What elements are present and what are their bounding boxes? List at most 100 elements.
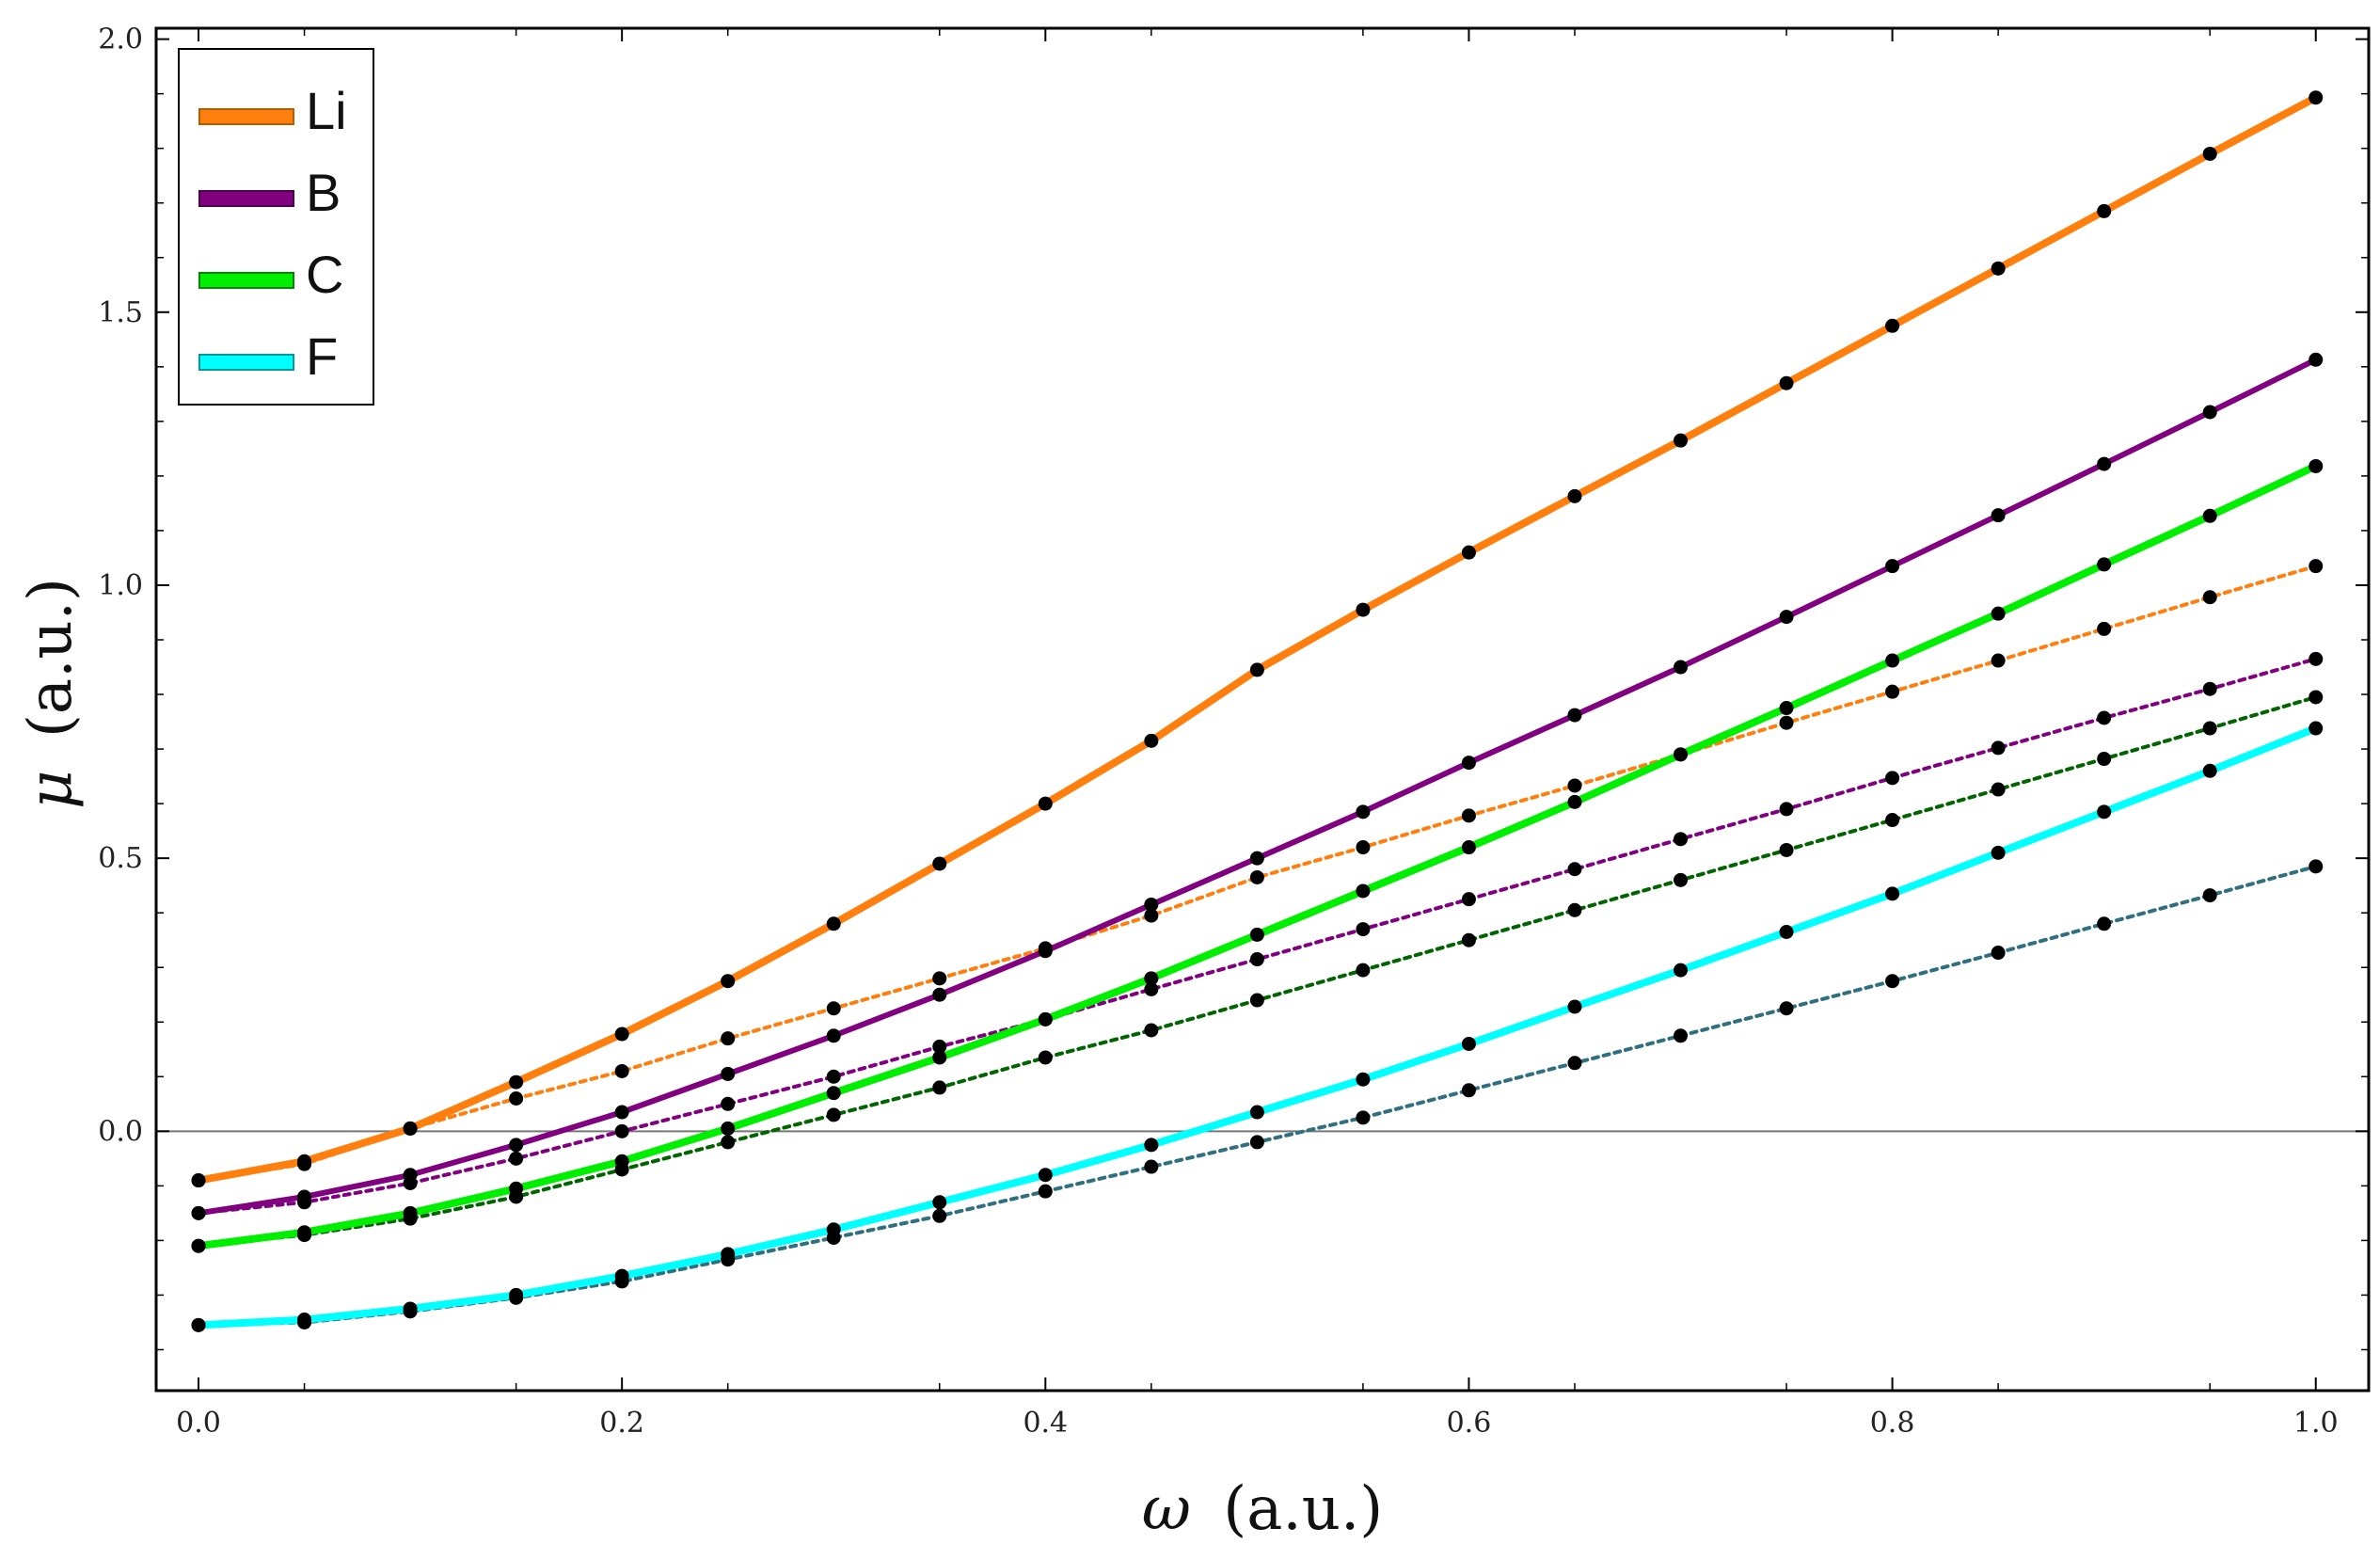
data-point (932, 1039, 947, 1054)
data-point (1885, 318, 1900, 333)
x-tick-label: 0.6 (1447, 1407, 1492, 1440)
data-point (509, 1290, 524, 1305)
data-point (2097, 752, 2112, 767)
y-axis-symbol: μ (16, 770, 86, 809)
data-point (932, 856, 947, 871)
data-point (1249, 851, 1264, 866)
data-point (2309, 651, 2324, 666)
data-point (1567, 1056, 1582, 1071)
data-point (1885, 886, 1900, 901)
x-tick-label: 0.2 (599, 1407, 644, 1440)
data-point (1779, 802, 1794, 817)
data-point (2309, 90, 2324, 105)
data-point (2309, 559, 2324, 574)
data-point (1144, 1138, 1159, 1153)
data-point (1991, 508, 2006, 523)
data-point (1885, 653, 1900, 668)
data-point (1249, 1135, 1264, 1150)
legend-swatch-f (198, 354, 294, 371)
data-point (1356, 804, 1371, 820)
legend: Li B C F (178, 48, 374, 406)
legend-swatch-c (198, 272, 294, 289)
data-point (721, 1096, 736, 1111)
data-point (1779, 715, 1794, 730)
data-point (1461, 1083, 1476, 1098)
data-point (826, 1086, 841, 1101)
data-point (1674, 832, 1689, 847)
data-point (403, 1175, 418, 1190)
data-point (1885, 684, 1900, 699)
data-point (1991, 782, 2006, 797)
x-axis-symbol: ω (1142, 1474, 1191, 1544)
data-point (2097, 916, 2112, 931)
data-point (2202, 721, 2217, 736)
x-tick-label: 0.0 (176, 1407, 221, 1440)
data-point (1144, 908, 1159, 923)
data-point (1356, 1110, 1371, 1125)
legend-item-b: B (198, 163, 341, 222)
data-point (826, 1230, 841, 1245)
data-point (721, 1066, 736, 1081)
data-point (403, 1211, 418, 1226)
x-axis-unit: (a.u.) (1223, 1474, 1383, 1544)
data-point (509, 1151, 524, 1166)
data-point (1356, 922, 1371, 937)
y-tick-label: 1.0 (98, 569, 143, 602)
data-point (2309, 859, 2324, 874)
data-point (1144, 1023, 1159, 1038)
data-point (1567, 708, 1582, 723)
data-point (1674, 747, 1689, 762)
data-point (826, 1107, 841, 1122)
data-point (297, 1228, 312, 1243)
data-point (1144, 971, 1159, 986)
legend-swatch-b (198, 190, 294, 207)
data-point (2202, 405, 2217, 420)
data-point (614, 1063, 629, 1078)
data-point (2097, 804, 2112, 820)
data-point (1991, 845, 2006, 860)
y-tick-label: 0.0 (98, 1115, 143, 1148)
data-point (721, 1135, 736, 1150)
y-tick-label: 0.5 (98, 842, 143, 875)
data-point (2202, 888, 2217, 903)
data-point (2097, 456, 2112, 471)
data-point (2097, 621, 2112, 636)
data-point (721, 974, 736, 989)
data-point (1356, 602, 1371, 617)
data-point (932, 1195, 947, 1210)
data-point (1567, 778, 1582, 793)
data-point (1461, 756, 1476, 771)
data-point (1356, 1072, 1371, 1087)
data-point (826, 1001, 841, 1016)
data-point (403, 1304, 418, 1319)
legend-label-b: B (306, 163, 341, 222)
data-point (826, 1028, 841, 1043)
data-point (297, 1156, 312, 1171)
data-point (1991, 606, 2006, 621)
y-tick-label: 2.0 (98, 24, 143, 56)
data-point (1038, 941, 1053, 956)
data-point (509, 1091, 524, 1106)
data-point (1991, 261, 2006, 276)
data-point (2309, 690, 2324, 705)
data-point (1249, 993, 1264, 1008)
data-point (1249, 952, 1264, 967)
data-point (1991, 740, 2006, 756)
data-point (297, 1314, 312, 1329)
data-point (826, 916, 841, 931)
data-point (1567, 794, 1582, 809)
legend-swatch-li (198, 108, 294, 125)
y-axis-title: μ (a.u.) (16, 578, 86, 809)
data-point (1249, 1105, 1264, 1120)
data-point (721, 1252, 736, 1267)
data-point (1144, 897, 1159, 912)
data-point (614, 1162, 629, 1177)
data-point (1885, 771, 1900, 786)
data-point (191, 1173, 206, 1188)
data-point (191, 1205, 206, 1220)
data-point (1249, 869, 1264, 884)
x-tick-label: 0.8 (1870, 1407, 1915, 1440)
data-point (1674, 1028, 1689, 1043)
y-tick-label: 1.5 (98, 296, 143, 329)
